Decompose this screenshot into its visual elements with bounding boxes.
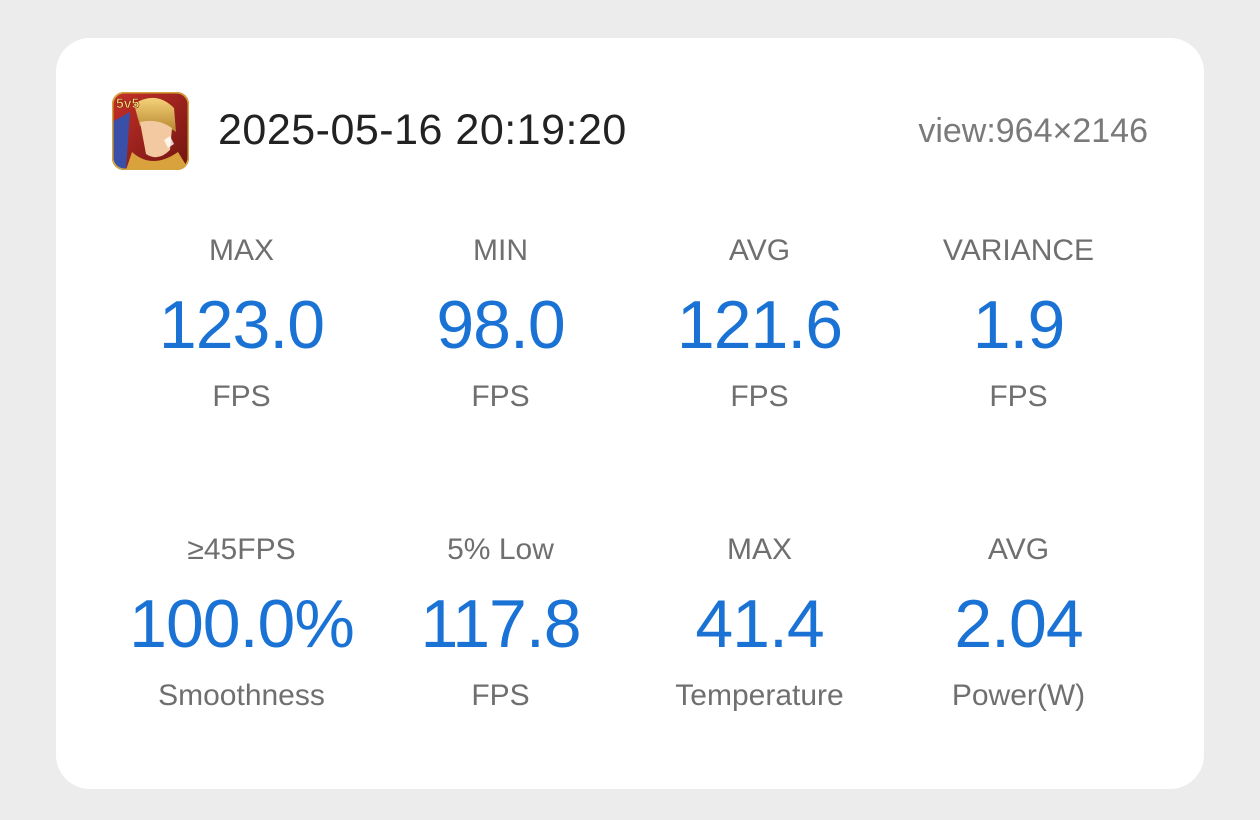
metric-value: 100.0% [129,586,355,662]
metric-max-temperature: MAX 41.4 Temperature [630,533,889,713]
metric-value: 1.9 [972,287,1066,363]
metrics-grid: MAX 123.0 FPS MIN 98.0 FPS AVG 121.6 FPS… [112,38,1148,789]
metric-unit: FPS [212,380,271,413]
metric-unit: FPS [471,679,530,712]
metric-variance-fps: VARIANCE 1.9 FPS [889,234,1148,414]
metric-avg-fps: AVG 121.6 FPS [630,234,889,414]
game-app-icon: 5v5 [112,92,189,170]
metric-label: AVG [728,234,791,267]
metric-label: VARIANCE [942,234,1095,267]
metric-unit: FPS [989,380,1048,413]
metric-value: 2.04 [954,586,1083,662]
metric-min-fps: MIN 98.0 FPS [371,234,630,414]
session-timestamp: 2025-05-16 20:19:20 [218,106,627,154]
metric-unit: Temperature [675,679,844,712]
metric-label: ≥45FPS [187,533,296,566]
metric-5pct-low-fps: 5% Low 117.8 FPS [371,533,630,713]
metric-unit: FPS [730,380,789,413]
metric-value: 123.0 [158,287,325,363]
card-header: 5v5 2025-05-16 20:19:20 view:964×2146 [112,92,1148,172]
metric-unit: FPS [471,380,530,413]
metric-value: 121.6 [676,287,843,363]
metric-value: 117.8 [420,586,581,662]
metric-label: MIN [473,234,528,267]
metric-value: 98.0 [436,287,565,363]
svg-text:5v5: 5v5 [116,95,140,111]
metric-max-fps: MAX 123.0 FPS [112,234,371,414]
metric-unit: Power(W) [951,679,1086,712]
metric-smoothness: ≥45FPS 100.0% Smoothness [112,533,371,713]
metric-avg-power: AVG 2.04 Power(W) [889,533,1148,713]
metric-value: 41.4 [695,586,824,662]
metric-label: MAX [726,533,792,566]
viewport-resolution: view:964×2146 [918,112,1148,150]
metric-label: AVG [987,533,1050,566]
performance-summary-card: 5v5 2025-05-16 20:19:20 view:964×2146 MA… [56,38,1204,789]
metric-label: MAX [208,234,274,267]
metric-unit: Smoothness [158,679,325,712]
metric-label: 5% Low [447,533,554,566]
